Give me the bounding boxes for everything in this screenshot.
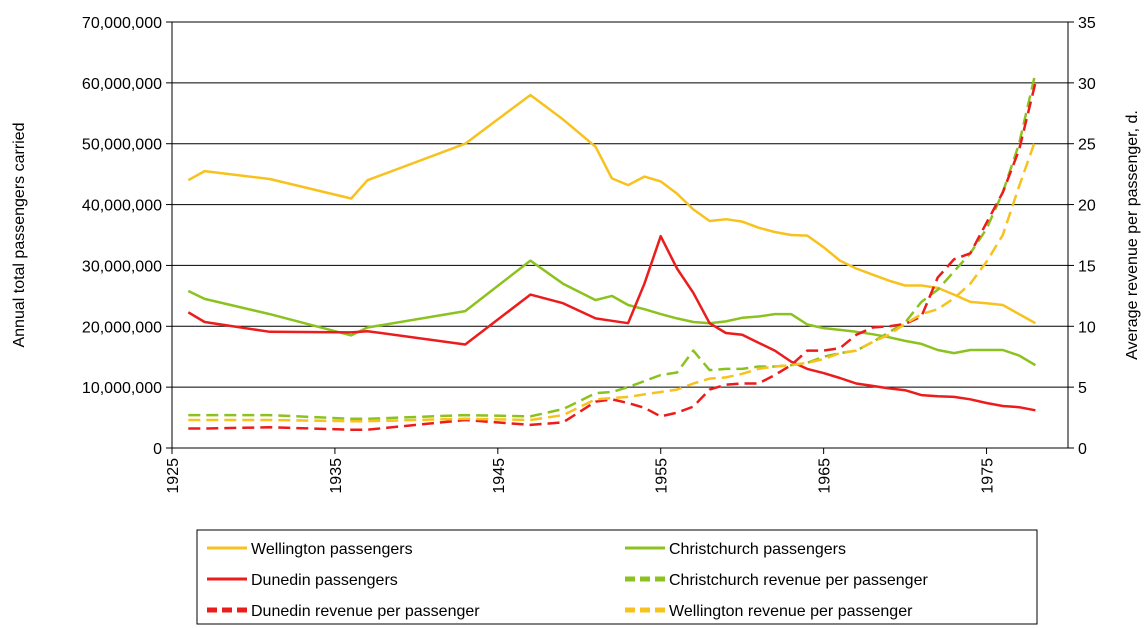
y2-tick-label: 30: [1078, 76, 1096, 93]
y-tick-label: 60,000,000: [82, 76, 162, 93]
y2-tick-label: 5: [1078, 380, 1087, 397]
x-tick-label: 1975: [980, 458, 997, 494]
series-line: [187, 259, 1037, 367]
legend-label: Christchurch passengers: [669, 541, 846, 558]
x-tick-label: 1965: [817, 458, 834, 494]
x-tick-label: 1955: [654, 458, 671, 494]
x-tick-label: 1945: [491, 458, 508, 494]
y-tick-label: 30,000,000: [82, 258, 162, 275]
x-tick-label: 1925: [165, 458, 182, 494]
y2-tick-label: 0: [1078, 441, 1087, 458]
series-line: [187, 93, 1037, 325]
legend-label: Christchurch revenue per passenger: [669, 572, 928, 589]
y2-tick-label: 10: [1078, 319, 1096, 336]
y2-tick-label: 20: [1078, 198, 1096, 215]
y2-tick-label: 15: [1078, 258, 1096, 275]
series-line: [188, 72, 1037, 421]
y-axis-title: Annual total passengers carried: [11, 122, 28, 347]
y2-axis-title: Average revenue per passenger, d.: [1124, 110, 1141, 360]
y-tick-label: 0: [153, 441, 162, 458]
series-line: [187, 234, 1036, 412]
y-tick-label: 50,000,000: [82, 137, 162, 154]
y-tick-label: 20,000,000: [82, 319, 162, 336]
y-tick-label: 40,000,000: [82, 198, 162, 215]
legend-box: [196, 529, 1038, 625]
y2-tick-label: 25: [1078, 137, 1096, 154]
y-tick-label: 10,000,000: [82, 380, 162, 397]
legend-label: Dunedin revenue per passenger: [251, 603, 480, 620]
series-line: [188, 82, 1037, 431]
y2-tick-label: 35: [1078, 15, 1096, 32]
series-line: [188, 139, 1037, 423]
legend-label: Dunedin passengers: [251, 572, 398, 589]
y-tick-label: 70,000,000: [82, 15, 162, 32]
legend-label: Wellington passengers: [251, 541, 413, 558]
legend-label: Wellington revenue per passenger: [669, 603, 913, 620]
x-tick-label: 1935: [328, 458, 345, 494]
